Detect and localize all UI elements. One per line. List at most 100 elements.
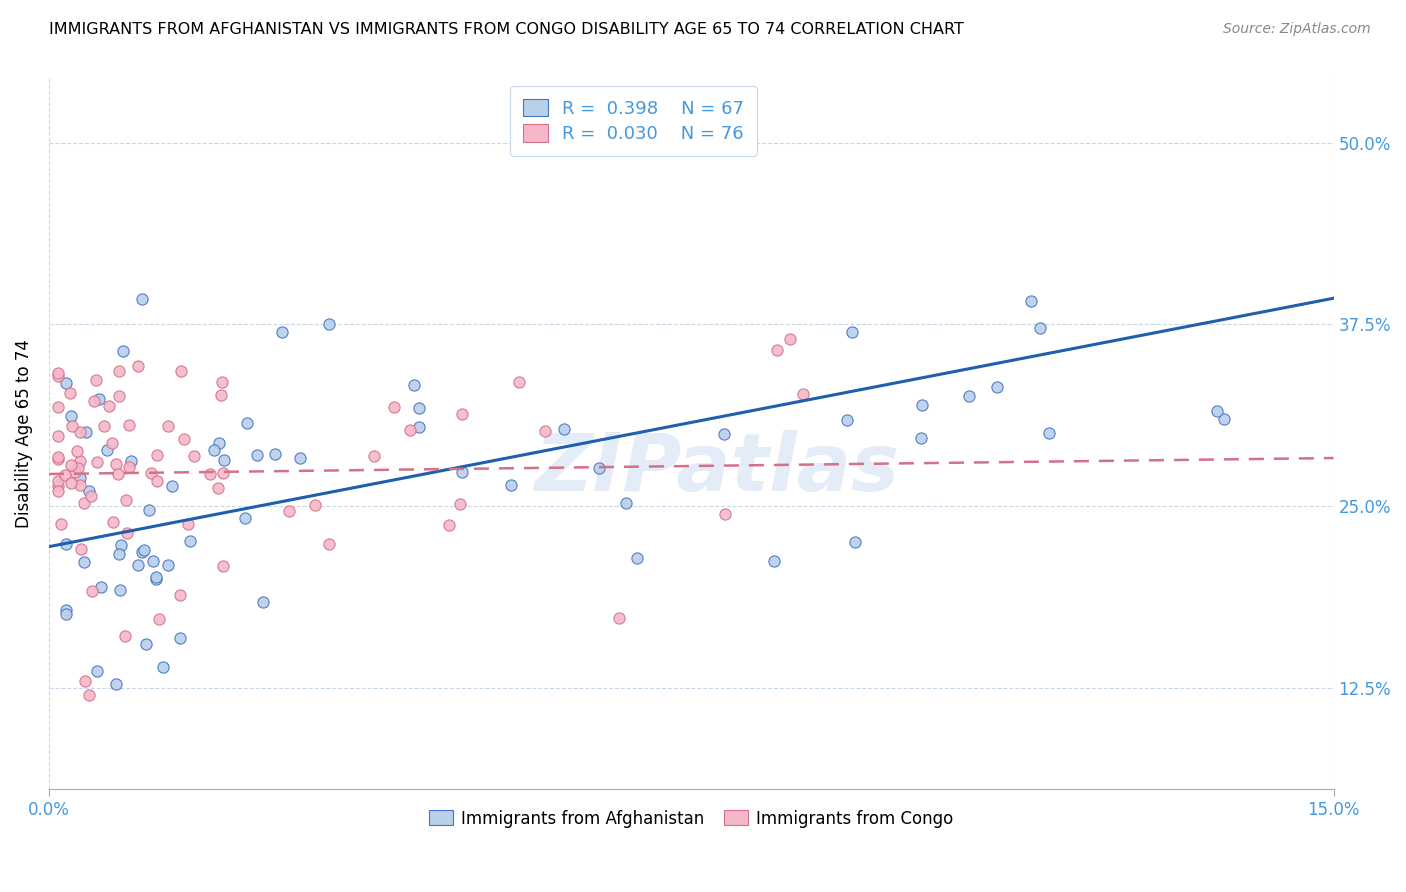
Point	[73, 555, 96, 569]
Point	[713, 507, 735, 521]
Point	[105, 676, 128, 690]
Point	[110, 583, 132, 598]
Point	[1212, 412, 1234, 426]
Point	[202, 443, 225, 458]
Point	[911, 398, 934, 412]
Point	[65, 465, 87, 479]
Point	[115, 525, 138, 540]
Point	[614, 496, 637, 510]
Point	[55, 376, 77, 391]
Point	[79, 483, 101, 498]
Point	[449, 497, 471, 511]
Point	[146, 475, 169, 489]
Point	[59, 386, 82, 401]
Point	[1019, 294, 1042, 309]
Point	[236, 416, 259, 430]
Point	[169, 364, 191, 378]
Point	[55, 603, 77, 617]
Point	[145, 570, 167, 584]
Point	[127, 359, 149, 374]
Point	[84, 373, 107, 387]
Point	[986, 380, 1008, 394]
Point	[66, 444, 89, 458]
Point	[835, 413, 858, 427]
Point	[142, 554, 165, 568]
Point	[588, 461, 610, 475]
Point	[169, 588, 191, 602]
Point	[101, 515, 124, 529]
Point	[779, 333, 801, 347]
Point	[107, 467, 129, 482]
Point	[439, 518, 461, 533]
Point	[46, 450, 69, 464]
Point	[408, 420, 430, 434]
Point	[382, 401, 405, 415]
Point	[46, 429, 69, 443]
Point	[844, 534, 866, 549]
Point	[534, 425, 557, 439]
Point	[69, 471, 91, 485]
Point	[86, 665, 108, 679]
Point	[263, 447, 285, 461]
Point	[211, 375, 233, 389]
Point	[179, 533, 201, 548]
Point	[404, 377, 426, 392]
Point	[177, 516, 200, 531]
Point	[46, 479, 69, 493]
Point	[148, 612, 170, 626]
Point	[132, 543, 155, 558]
Point	[120, 454, 142, 468]
Point	[160, 479, 183, 493]
Y-axis label: Disability Age 65 to 74: Disability Age 65 to 74	[15, 339, 32, 528]
Point	[93, 419, 115, 434]
Point	[252, 595, 274, 609]
Point	[104, 457, 127, 471]
Point	[75, 425, 97, 439]
Point	[1038, 426, 1060, 441]
Point	[207, 481, 229, 495]
Point	[98, 399, 121, 413]
Point	[111, 343, 134, 358]
Legend: Immigrants from Afghanistan, Immigrants from Congo: Immigrants from Afghanistan, Immigrants …	[423, 803, 960, 834]
Point	[763, 554, 786, 568]
Point	[72, 495, 94, 509]
Point	[765, 343, 787, 357]
Point	[607, 610, 630, 624]
Point	[399, 423, 422, 437]
Point	[87, 392, 110, 407]
Point	[59, 458, 82, 472]
Point	[80, 584, 103, 599]
Point	[46, 484, 69, 499]
Point	[77, 688, 100, 702]
Point	[212, 453, 235, 467]
Point	[146, 448, 169, 462]
Point	[271, 325, 294, 339]
Point	[60, 418, 83, 433]
Text: ZIPatlas: ZIPatlas	[534, 430, 900, 508]
Point	[135, 637, 157, 651]
Point	[1028, 321, 1050, 335]
Point	[46, 451, 69, 466]
Point	[53, 467, 76, 482]
Point	[183, 449, 205, 463]
Point	[69, 454, 91, 468]
Point	[118, 418, 141, 433]
Point	[508, 375, 530, 389]
Point	[55, 536, 77, 550]
Point	[209, 388, 232, 402]
Point	[108, 363, 131, 377]
Point	[553, 422, 575, 436]
Point	[841, 325, 863, 339]
Point	[46, 401, 69, 415]
Point	[318, 317, 340, 331]
Point	[318, 536, 340, 550]
Point	[86, 454, 108, 468]
Point	[246, 448, 269, 462]
Point	[713, 426, 735, 441]
Point	[73, 673, 96, 688]
Point	[59, 476, 82, 491]
Point	[208, 436, 231, 450]
Point	[131, 545, 153, 559]
Point	[198, 467, 221, 481]
Point	[90, 580, 112, 594]
